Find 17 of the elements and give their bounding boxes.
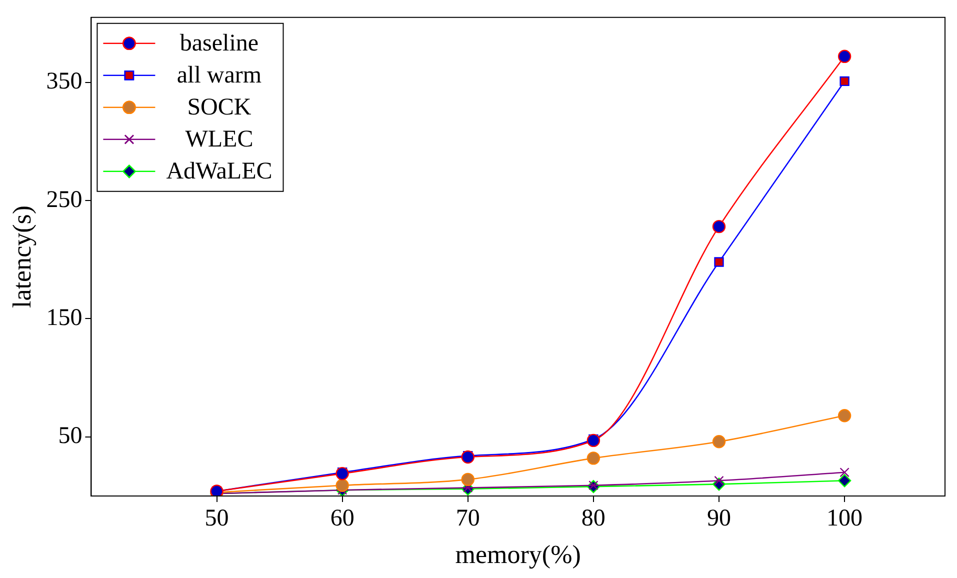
x-tick-label: 90 [706, 506, 731, 532]
legend-label: all warm [176, 62, 262, 89]
legend-label: AdWaLEC [166, 158, 272, 185]
y-tick-label: 350 [46, 68, 82, 95]
y-tick-label: 250 [46, 186, 82, 213]
x-axis-title: memory(%) [455, 540, 581, 570]
x-tick-label: 100 [826, 506, 863, 532]
x-tick-label: 80 [581, 506, 606, 532]
x-tick-label: 70 [456, 506, 480, 532]
legend-label: baseline [180, 30, 259, 57]
y-tick-label: 50 [58, 423, 82, 450]
y-tick-label: 150 [46, 305, 82, 332]
legend-label: SOCK [187, 94, 252, 121]
x-tick-label: 60 [330, 506, 354, 532]
legend-label: WLEC [185, 126, 254, 153]
y-axis-title: latency(s) [7, 205, 36, 308]
x-tick-label: 50 [204, 506, 229, 532]
